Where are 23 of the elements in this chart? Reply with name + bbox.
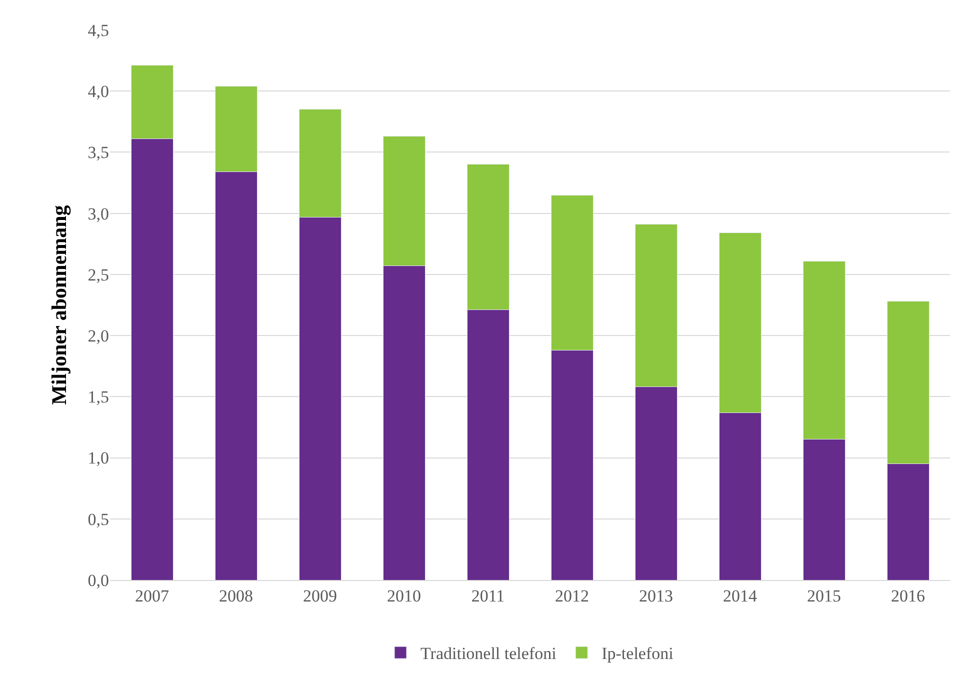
y-tick-label: 1,5 — [88, 388, 109, 407]
x-tick-label: 2015 — [807, 586, 841, 606]
x-tick-label: 2008 — [219, 586, 253, 606]
x-tick-label: 2013 — [639, 586, 673, 606]
x-tick-label: 2011 — [471, 586, 505, 606]
y-tick-label: 4,0 — [88, 82, 109, 102]
y-tick-label: 4,5 — [88, 20, 109, 40]
legend-label: Ip-telefoni — [602, 644, 674, 664]
x-tick-label: 2012 — [555, 586, 589, 606]
y-tick-label: 1,0 — [88, 448, 109, 468]
x-tick-label: 2016 — [891, 586, 925, 606]
x-tick-label: 2007 — [135, 586, 170, 606]
x-tick-label: 2010 — [387, 586, 421, 606]
y-tick-label: 3,5 — [88, 143, 109, 162]
y-tick-label: 3,0 — [88, 204, 109, 224]
y-tick-label: 0,5 — [88, 510, 109, 529]
x-tick-label: 2009 — [303, 586, 337, 606]
y-tick-label: 2,0 — [88, 326, 109, 346]
y-axis-title: Miljoner abonnemang — [46, 204, 71, 405]
y-tick-label: 2,5 — [88, 265, 109, 284]
y-tick-label: 0,0 — [88, 570, 109, 590]
x-tick-label: 2014 — [723, 586, 758, 606]
legend-label: Traditionell telefoni — [420, 644, 557, 664]
